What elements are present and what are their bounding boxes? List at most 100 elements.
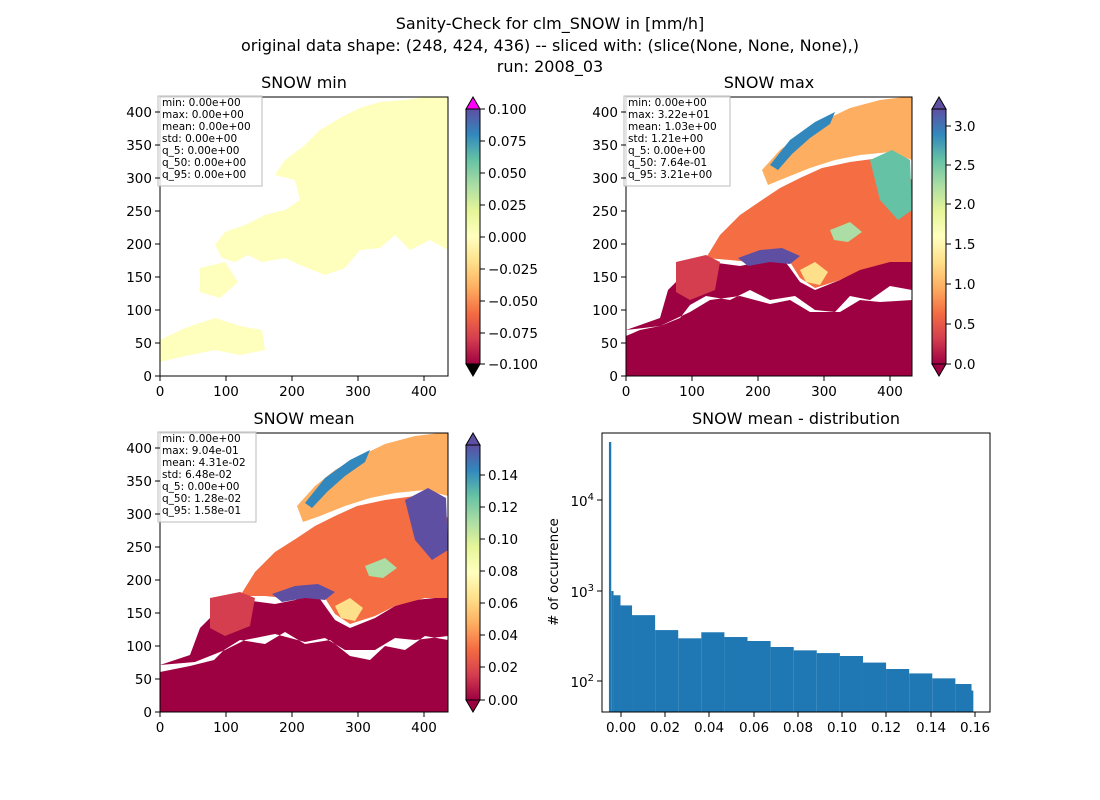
histogram-bar: [862, 662, 887, 712]
stat-line-mean-4: q_5: 0.00e+00: [162, 481, 239, 493]
axes-frame-max: [625, 96, 913, 377]
stats-box-max: min: 0.00e+00 max: 3.22e+01 mean: 1.03e+…: [623, 95, 731, 187]
stat-line-mean-3: std: 6.48e-02: [162, 469, 232, 481]
x-tick-label: 100: [679, 384, 705, 400]
colorbar-tick-label: 0.08: [488, 564, 518, 580]
colorbar-mean: 0.14 0.12 0.10 0.08 0.06 0.04 0.02 0.00: [465, 432, 518, 713]
y-tick-label: 100: [126, 303, 152, 319]
histogram-bar: [839, 656, 863, 712]
colorbar-tick-label: 1.0: [954, 277, 975, 293]
y-tick-label: 100: [592, 303, 618, 319]
histogram-bar: [608, 442, 612, 712]
land-iberia-max: [676, 255, 720, 300]
histogram-bar: [655, 630, 679, 712]
y-tick-label: 250: [126, 204, 152, 220]
y-tick-label: 150: [592, 270, 618, 286]
colorbar-tick-label: 0.075: [488, 134, 527, 150]
figure-title-line-3: run: 2008_03: [497, 57, 603, 77]
y-axis-min: 0 50 100 150 200 250 300 350 400: [126, 105, 160, 385]
histogram-bar: [678, 638, 702, 712]
colorbar-tick-label: 3.0: [954, 119, 975, 135]
y-tick-label: 350: [592, 138, 618, 154]
histogram-bars: [608, 442, 974, 712]
axes-frame-mean: [159, 432, 449, 713]
axes-frame-dist: [601, 432, 991, 713]
axes-frame-min: [159, 96, 449, 377]
x-tick-label: 300: [345, 720, 371, 736]
colorbar-extend-bottom-max: [931, 363, 947, 377]
colorbar-tick-label: 0.02: [488, 660, 518, 676]
y-tick-label: 150: [126, 270, 152, 286]
colorbar-tick-label: 2.5: [954, 158, 975, 174]
panel-title-mean: SNOW mean: [254, 409, 355, 428]
stat-line-min-6: q_95: 0.00e+00: [162, 169, 246, 181]
y-tick-label: 300: [126, 507, 152, 523]
y-tick-label: 350: [126, 474, 152, 490]
x-tick-label: 0.00: [606, 720, 636, 736]
histogram-bar: [793, 650, 817, 712]
stat-line-max-2: mean: 1.03e+00: [628, 121, 717, 133]
y-tick-label: 200: [126, 237, 152, 253]
colorbar-tick-label: 0.00: [488, 693, 518, 709]
x-tick-label: 0.06: [739, 720, 769, 736]
x-tick-label: 200: [279, 384, 305, 400]
stats-box-min: min: 0.00e+00 max: 0.00e+00 mean: 0.00e+…: [157, 95, 263, 187]
figure-title-line-2: original data shape: (248, 424, 436) -- …: [241, 36, 859, 55]
y-tick-label: 400: [592, 105, 618, 121]
colorbar-tick-label: 0.10: [488, 532, 518, 548]
colorbar-tick-label: 1.5: [954, 237, 975, 253]
colorbar-tick-label: 0.04: [488, 628, 518, 644]
stat-line-min-3: std: 0.00e+00: [162, 133, 237, 145]
colorbar-tick-label: 0.5: [954, 317, 975, 333]
x-tick-label: 400: [411, 720, 437, 736]
histogram-bar: [816, 653, 840, 712]
panel-title-max: SNOW max: [724, 73, 814, 92]
land-alps-max: [738, 248, 800, 266]
x-tick-label: 200: [279, 720, 305, 736]
histogram-bar: [932, 678, 956, 712]
y-axis-mean: 0 50 100 150 200 250 300 350 400: [126, 441, 160, 721]
x-tick-label: 0.12: [871, 720, 901, 736]
land-east-mean: [405, 488, 448, 560]
land-balkan-mean: [335, 598, 363, 621]
x-tick-label: 100: [213, 384, 239, 400]
x-tick-label: 100: [213, 720, 239, 736]
histogram-bar: [886, 669, 910, 712]
colorbar-min: 0.100 0.075 0.050 0.025 0.000 −0.025 −0.…: [465, 96, 538, 377]
y-tick-label: 150: [126, 606, 152, 622]
colorbar-tick-label: 0.050: [488, 166, 527, 182]
stat-line-max-3: std: 1.21e+00: [628, 133, 703, 145]
stat-line-min-1: max: 0.00e+00: [162, 109, 244, 121]
histogram-bar: [724, 637, 748, 712]
x-tick-label: 0.08: [783, 720, 813, 736]
x-tick-label: 400: [877, 384, 903, 400]
stat-line-max-1: max: 3.22e+01: [628, 109, 710, 121]
y-axis-max: 0 50 100 150 200 250 300 350 400: [592, 105, 626, 385]
colorbar-tick-label: 2.0: [954, 197, 975, 213]
histogram-bar: [770, 647, 794, 712]
panel-title-dist: SNOW mean - distribution: [692, 409, 900, 428]
x-axis-min: 0 100 200 300 400: [156, 376, 437, 400]
histogram-bar: [632, 615, 656, 712]
y-tick-label: 0: [143, 369, 152, 385]
y-tick-label: 200: [126, 573, 152, 589]
stat-line-min-5: q_50: 0.00e+00: [162, 157, 246, 169]
land-carpathian-max: [830, 222, 862, 242]
stat-line-mean-2: mean: 4.31e-02: [162, 457, 246, 469]
x-tick-label: 0.02: [650, 720, 680, 736]
y-tick-label-1e4: 104: [570, 492, 594, 510]
land-alps-mean: [272, 584, 335, 602]
stat-line-min-4: q_5: 0.00e+00: [162, 145, 239, 157]
land-balkan-max: [800, 262, 828, 285]
colorbar-max: 3.0 2.5 2.0 1.5 1.0 0.5 0.0: [931, 96, 975, 377]
histogram-bar: [955, 684, 972, 712]
stat-line-mean-1: max: 9.04e-01: [162, 445, 239, 457]
y-tick-label: 350: [126, 138, 152, 154]
stat-line-mean-5: q_50: 1.28e-02: [162, 493, 241, 505]
stats-box-mean: min: 0.00e+00 max: 9.04e-01 mean: 4.31e-…: [157, 431, 257, 523]
histogram-bar: [620, 605, 633, 712]
panel-snow-max: SNOW max min: 0.00e+00 max: 3.22e+01 mea…: [592, 73, 975, 400]
stat-line-mean-0: min: 0.00e+00: [162, 433, 241, 445]
colorbar-tick-label: −0.050: [488, 294, 538, 310]
histogram-bar: [747, 641, 771, 712]
